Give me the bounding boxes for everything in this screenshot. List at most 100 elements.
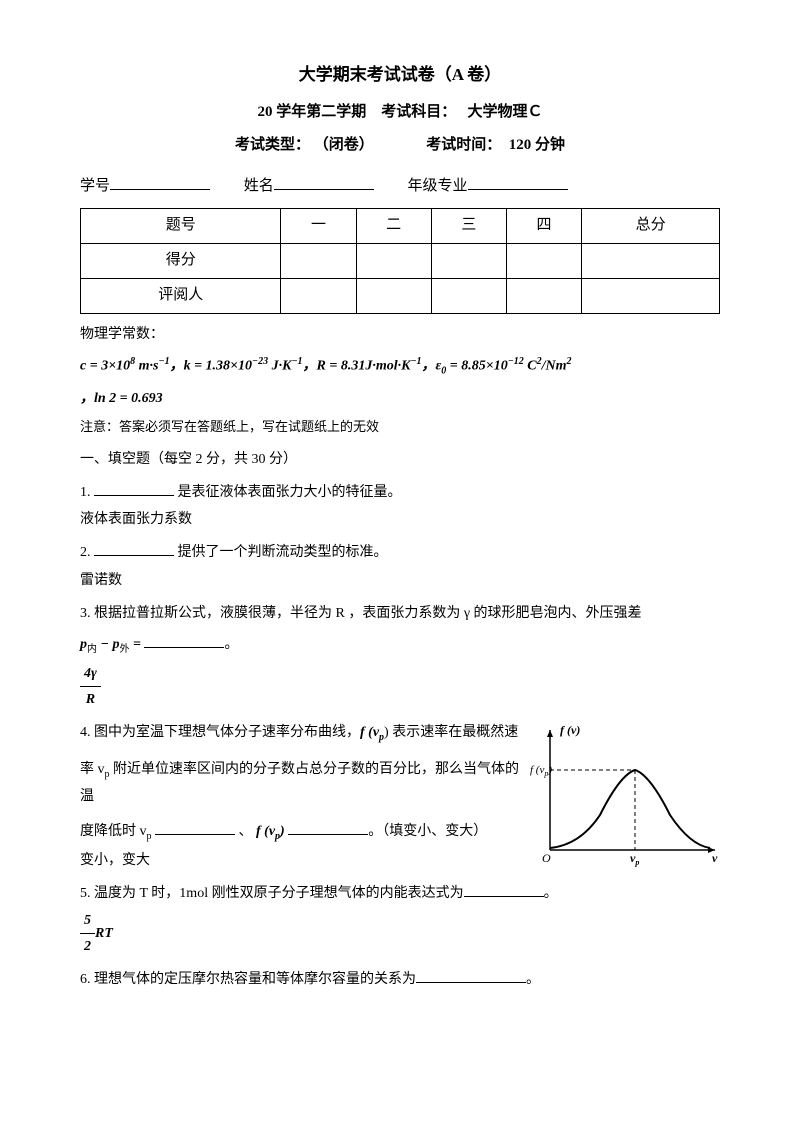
q4-fv2-close: ) bbox=[280, 824, 288, 839]
score-cell[interactable] bbox=[281, 278, 356, 313]
constants-line2: ，ln 2 = 0.693 bbox=[80, 386, 720, 411]
q4-l3a-sub: p bbox=[147, 831, 152, 842]
q4-l3a: 度降低时 v bbox=[80, 824, 147, 839]
q2-tail: 提供了一个判断流动类型的标准。 bbox=[178, 545, 388, 560]
col-header: 总分 bbox=[582, 208, 720, 243]
q2-blank[interactable] bbox=[94, 555, 174, 556]
id-blank[interactable] bbox=[110, 174, 210, 190]
name-blank[interactable] bbox=[274, 174, 374, 190]
q1-answer: 液体表面张力系数 bbox=[80, 507, 720, 532]
id-label: 学号 bbox=[80, 178, 110, 194]
q3-den: R bbox=[80, 687, 101, 712]
q3-tail: 。 bbox=[224, 637, 238, 652]
row-header: 题号 bbox=[81, 208, 281, 243]
score-cell[interactable] bbox=[356, 243, 431, 278]
row-header: 评阅人 bbox=[81, 278, 281, 313]
exam-info-line: 考试类型： （闭卷） 考试时间： 120 分钟 bbox=[80, 132, 720, 159]
q3-num: 4γ bbox=[80, 661, 101, 687]
subject: 大学物理Ｃ bbox=[468, 104, 543, 120]
page-title: 大学期末考试试卷（A 卷） bbox=[80, 60, 720, 91]
q4-l2b: 附近单位速率区间内的分子数占总分子数的百分比，那么当气体的温 bbox=[80, 762, 519, 804]
q4-sep: 、 bbox=[235, 824, 253, 839]
constants-line1: c = 3×108 m·s−1，k = 1.38×10−23 J·K−1，R =… bbox=[80, 353, 720, 380]
q2-answer: 雷诺数 bbox=[80, 568, 720, 593]
q3-blank[interactable] bbox=[144, 647, 224, 648]
k-unit-sup: −1 bbox=[291, 356, 302, 367]
eps-unit: C bbox=[524, 358, 537, 373]
constants-label: 物理学常数： bbox=[80, 322, 720, 347]
q3-answer: 4γR bbox=[80, 661, 720, 712]
R: ，R = 8.31J·mol·K bbox=[303, 358, 411, 373]
q5-den: 2 bbox=[80, 934, 95, 959]
k-sup: −23 bbox=[252, 356, 268, 367]
distribution-curve-icon: f (v) f (vp) O vp v bbox=[530, 720, 720, 870]
subtitle: 20 学年第二学期 考试科目： 大学物理Ｃ bbox=[80, 99, 720, 126]
score-cell[interactable] bbox=[281, 243, 356, 278]
name-label: 姓名 bbox=[244, 178, 274, 194]
q4-blank-2[interactable] bbox=[288, 834, 368, 835]
score-cell[interactable] bbox=[506, 243, 581, 278]
q4-l1a: 4. 图中为室温下理想气体分子速率分布曲线， bbox=[80, 725, 360, 740]
k: ，k = 1.38×10 bbox=[170, 358, 252, 373]
score-cell[interactable] bbox=[356, 278, 431, 313]
p-in: p bbox=[80, 637, 87, 652]
table-row: 题号 一 二 三 四 总分 bbox=[81, 208, 720, 243]
eps-u2-sup: 2 bbox=[567, 356, 572, 367]
q5-rt: RT bbox=[95, 926, 113, 941]
q4-l1c: ) 表示速率在最概然速 bbox=[384, 725, 518, 740]
eps-val: = 8.85×10 bbox=[446, 358, 507, 373]
exam-type-label: 考试类型： bbox=[235, 137, 310, 153]
col-header: 三 bbox=[431, 208, 506, 243]
table-row: 得分 bbox=[81, 243, 720, 278]
subject-label: 考试科目： bbox=[381, 104, 456, 120]
svg-text:v: v bbox=[712, 851, 718, 865]
p-out-sub: 外 bbox=[119, 644, 129, 655]
eq: = bbox=[129, 637, 144, 652]
R-sup: −1 bbox=[410, 356, 421, 367]
score-cell[interactable] bbox=[431, 278, 506, 313]
eps: ，ε bbox=[422, 358, 442, 373]
q4-fv2: f (v bbox=[256, 824, 275, 839]
q5-blank[interactable] bbox=[464, 896, 544, 897]
svg-text:O: O bbox=[542, 851, 551, 865]
question-6: 6. 理想气体的定压摩尔热容量和等体摩尔容量的关系为 。 bbox=[80, 967, 720, 992]
table-row: 评阅人 bbox=[81, 278, 720, 313]
q2-num: 2. bbox=[80, 545, 91, 560]
score-cell[interactable] bbox=[431, 243, 506, 278]
col-header: 一 bbox=[281, 208, 356, 243]
eps-sup: −12 bbox=[508, 356, 524, 367]
score-cell[interactable] bbox=[582, 243, 720, 278]
exam-time: 120 分钟 bbox=[509, 137, 565, 153]
q4-blank-1[interactable] bbox=[155, 834, 235, 835]
c-unit: m·s bbox=[135, 358, 158, 373]
p-in-sub: 内 bbox=[87, 644, 97, 655]
col-header: 二 bbox=[356, 208, 431, 243]
row-header: 得分 bbox=[81, 243, 281, 278]
c-unit-sup: −1 bbox=[159, 356, 170, 367]
q5-text: 5. 温度为 T 时，1mol 刚性双原子分子理想气体的内能表达式为 bbox=[80, 886, 464, 901]
q4-graph: f (v) f (vp) O vp v bbox=[530, 720, 720, 879]
q6-text: 6. 理想气体的定压摩尔热容量和等体摩尔容量的关系为 bbox=[80, 972, 416, 987]
k-unit: J·K bbox=[268, 358, 291, 373]
q4-l3e: 。（填变小、变大） bbox=[368, 824, 487, 839]
svg-text:f (v): f (v) bbox=[560, 723, 580, 737]
q6-blank[interactable] bbox=[416, 982, 526, 983]
eps-unit2: /Nm bbox=[542, 358, 567, 373]
exam-time-label: 考试时间： bbox=[426, 137, 501, 153]
minus: − p bbox=[97, 637, 119, 652]
year: 20 学年第二学期 bbox=[257, 104, 366, 120]
q6-tail: 。 bbox=[526, 972, 540, 987]
q5-tail: 。 bbox=[544, 886, 558, 901]
major-label: 年级专业 bbox=[408, 178, 468, 194]
question-3: 3. 根据拉普拉斯公式，液膜很薄，半径为 R ，表面张力系数为 γ 的球形肥皂泡… bbox=[80, 601, 720, 626]
q4-fv: f (v bbox=[360, 725, 379, 740]
question-2: 2. 提供了一个判断流动类型的标准。 bbox=[80, 540, 720, 565]
score-cell[interactable] bbox=[506, 278, 581, 313]
q1-tail: 是表征液体表面张力大小的特征量。 bbox=[178, 485, 402, 500]
c: c = 3×10 bbox=[80, 358, 130, 373]
score-cell[interactable] bbox=[582, 278, 720, 313]
major-blank[interactable] bbox=[468, 174, 568, 190]
q1-blank[interactable] bbox=[94, 495, 174, 496]
col-header: 四 bbox=[506, 208, 581, 243]
section-1-header: 一、填空题（每空 2 分，共 30 分） bbox=[80, 447, 720, 472]
